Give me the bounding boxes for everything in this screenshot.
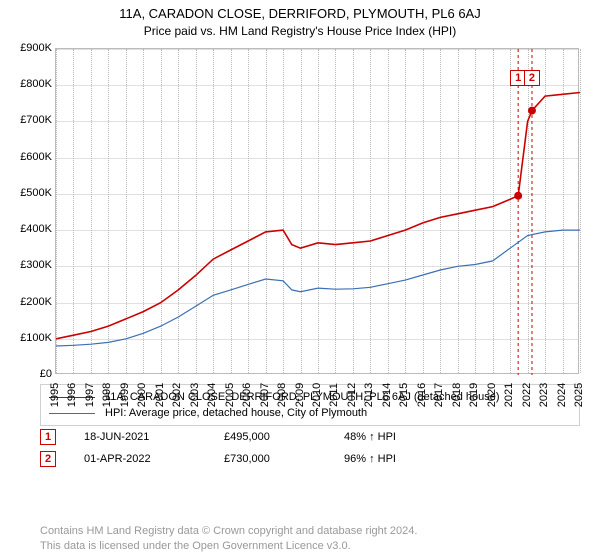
x-axis-label: 2018: [451, 380, 463, 410]
series-line-price_paid: [56, 93, 580, 339]
x-axis-label: 2002: [171, 380, 183, 410]
series-line-hpi: [56, 230, 580, 346]
x-axis-label: 2015: [398, 380, 410, 410]
table-row: 2 01-APR-2022£730,00096% ↑ HPI: [40, 448, 464, 470]
x-axis-label: 2009: [294, 380, 306, 410]
x-axis-label: 1996: [66, 380, 78, 410]
x-axis-label: 2003: [189, 380, 201, 410]
footer-line-1: Contains HM Land Registry data © Crown c…: [40, 524, 417, 539]
table-row: 1 18-JUN-2021£495,00048% ↑ HPI: [40, 426, 464, 448]
x-axis-label: 2025: [573, 380, 585, 410]
x-axis-label: 2007: [259, 380, 271, 410]
x-axis-label: 2020: [486, 380, 498, 410]
marker-dot: [514, 192, 522, 200]
footer-line-2: This data is licensed under the Open Gov…: [40, 539, 417, 554]
footer-attribution: Contains HM Land Registry data © Crown c…: [40, 524, 417, 554]
y-axis-label: £500K: [4, 187, 52, 199]
x-axis-label: 1997: [84, 380, 96, 410]
legend-swatch: [49, 413, 95, 414]
x-axis-label: 2005: [224, 380, 236, 410]
data-price: £495,000: [224, 431, 344, 443]
x-axis-label: 2011: [328, 380, 340, 410]
data-price: £730,000: [224, 453, 344, 465]
chart-svg: [56, 49, 580, 375]
marker-label-box: 2: [524, 70, 540, 86]
marker-box: 1: [40, 429, 56, 445]
chart-subtitle: Price paid vs. HM Land Registry's House …: [0, 21, 600, 38]
y-axis-label: £700K: [4, 114, 52, 126]
x-axis-label: 1999: [119, 380, 131, 410]
x-axis-label: 2006: [241, 380, 253, 410]
data-date: 18-JUN-2021: [84, 431, 224, 443]
y-axis-label: £600K: [4, 151, 52, 163]
marker-dot: [528, 107, 536, 115]
x-axis-label: 2021: [503, 380, 515, 410]
x-axis-label: 2016: [416, 380, 428, 410]
y-axis-label: £800K: [4, 78, 52, 90]
x-axis-label: 2014: [381, 380, 393, 410]
x-axis-label: 2001: [154, 380, 166, 410]
x-axis-label: 2012: [346, 380, 358, 410]
y-axis-label: £200K: [4, 296, 52, 308]
x-axis-label: 1998: [101, 380, 113, 410]
x-axis-label: 2024: [556, 380, 568, 410]
marker-box: 2: [40, 451, 56, 467]
y-axis-label: £400K: [4, 223, 52, 235]
y-axis-label: £100K: [4, 332, 52, 344]
x-axis-label: 2004: [206, 380, 218, 410]
x-axis-label: 2022: [521, 380, 533, 410]
gridline-v: [580, 49, 581, 373]
y-axis-label: £900K: [4, 42, 52, 54]
chart-plot-area: 12: [55, 48, 579, 374]
x-axis-label: 2019: [468, 380, 480, 410]
data-delta: 48% ↑ HPI: [344, 431, 464, 443]
x-axis-label: 2010: [311, 380, 323, 410]
x-axis-label: 2008: [276, 380, 288, 410]
data-date: 01-APR-2022: [84, 453, 224, 465]
x-axis-label: 2013: [363, 380, 375, 410]
chart-title: 11A, CARADON CLOSE, DERRIFORD, PLYMOUTH,…: [0, 0, 600, 21]
x-axis-label: 2017: [433, 380, 445, 410]
x-axis-label: 1995: [49, 380, 61, 410]
x-axis-label: 2000: [136, 380, 148, 410]
y-axis-label: £300K: [4, 259, 52, 271]
data-delta: 96% ↑ HPI: [344, 453, 464, 465]
data-points-table: 1 18-JUN-2021£495,00048% ↑ HPI 2 01-APR-202…: [40, 426, 464, 470]
x-axis-label: 2023: [538, 380, 550, 410]
y-axis-label: £0: [4, 368, 52, 380]
